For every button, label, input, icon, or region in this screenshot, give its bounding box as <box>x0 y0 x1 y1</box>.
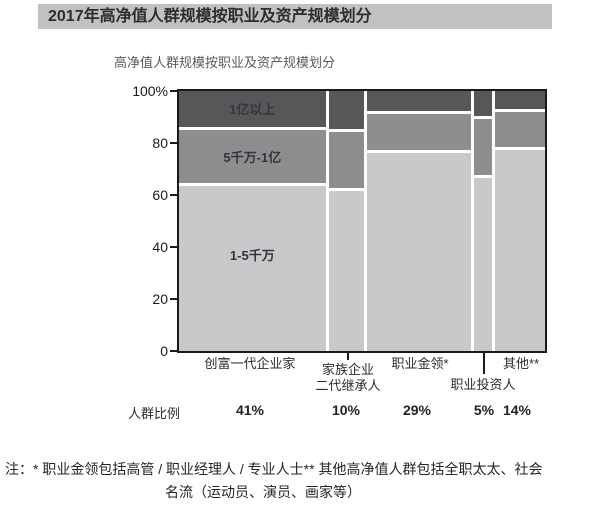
mosaic-segment <box>494 150 545 351</box>
y-tick-mark <box>170 298 177 300</box>
y-tick-label: 40 <box>152 239 168 255</box>
ratio-value-3: 29% <box>402 402 432 418</box>
ratio-value-4: 5% <box>473 402 495 418</box>
mosaic-segment <box>494 91 545 109</box>
mosaic-segment: 5千万-1亿 <box>179 129 326 183</box>
mosaic-segment <box>367 114 472 150</box>
mosaic-column-5 <box>494 91 545 351</box>
mosaic-column-2 <box>328 91 365 351</box>
mosaic-segment: 1-5千万 <box>179 185 326 351</box>
mosaic-column-3 <box>367 91 472 351</box>
y-tick-mark <box>170 90 177 92</box>
footnote-line-2: 名流（运动员、演员、画家等） <box>165 484 361 500</box>
mosaic-segment <box>367 152 472 351</box>
page-title: 2017年高净值人群规模按职业及资产规模划分 <box>38 4 552 29</box>
mosaic-column-1: 1亿以上 5千万-1亿 1-5千万 <box>179 91 326 351</box>
mosaic-segment: 1亿以上 <box>179 91 326 127</box>
mosaic-segment <box>494 111 545 148</box>
x-category-label-line: 创富一代企业家 <box>204 356 296 371</box>
footnote-line-1: 注：* 职业金领包括高管 / 职业经理人 / 专业人士** 其他高净值人群包括全… <box>5 461 543 477</box>
mosaic-segment <box>367 91 472 112</box>
mosaic-segment <box>328 190 365 351</box>
ratio-value-5: 14% <box>502 402 532 418</box>
ratio-row-label: 人群比例 <box>128 406 181 421</box>
y-tick-label: 60 <box>152 187 168 203</box>
y-tick-label: 100% <box>132 83 168 99</box>
x-category-label-2: 家族企业 二代继承人 <box>315 362 380 394</box>
mosaic-segment <box>328 132 365 188</box>
ratio-value-1: 41% <box>235 402 265 418</box>
y-tick-label: 80 <box>152 135 168 151</box>
mosaic-segment <box>474 91 492 117</box>
chart-title: 高净值人群规模按职业及资产规模划分 <box>114 55 336 70</box>
series-label: 5千万-1亿 <box>223 149 282 165</box>
y-tick-label: 20 <box>152 291 168 307</box>
y-tick-mark <box>170 142 177 144</box>
mosaic-segment <box>474 178 492 351</box>
y-tick-mark <box>170 194 177 196</box>
y-tick-mark <box>170 246 177 248</box>
x-category-label-4: 职业投资人 <box>450 377 515 393</box>
ratio-value-2: 10% <box>331 402 361 418</box>
x-category-label-1: 创富一代企业家 <box>204 356 295 372</box>
x-category-label-line: 职业投资人 <box>450 377 516 392</box>
series-label: 1-5千万 <box>229 247 275 263</box>
mosaic-segment <box>474 119 492 176</box>
x-category-label-line: 家族企业 <box>321 362 375 377</box>
x-category-label-line: 其他** <box>502 356 540 371</box>
mosaic-plot: 1亿以上 5千万-1亿 1-5千万 <box>177 89 547 353</box>
x-connector-line <box>483 353 485 374</box>
x-category-label-3: 职业金领* <box>391 356 448 372</box>
mosaic-segment <box>328 91 365 130</box>
series-label: 1亿以上 <box>229 102 276 118</box>
x-category-label-line: 二代继承人 <box>315 378 381 393</box>
y-tick-label: 0 <box>160 343 168 359</box>
x-tick-mark <box>347 353 349 360</box>
x-category-label-line: 职业金领* <box>391 356 449 371</box>
mosaic-column-4 <box>474 91 492 351</box>
x-category-label-5: 其他** <box>503 356 539 372</box>
y-tick-mark <box>170 350 177 352</box>
